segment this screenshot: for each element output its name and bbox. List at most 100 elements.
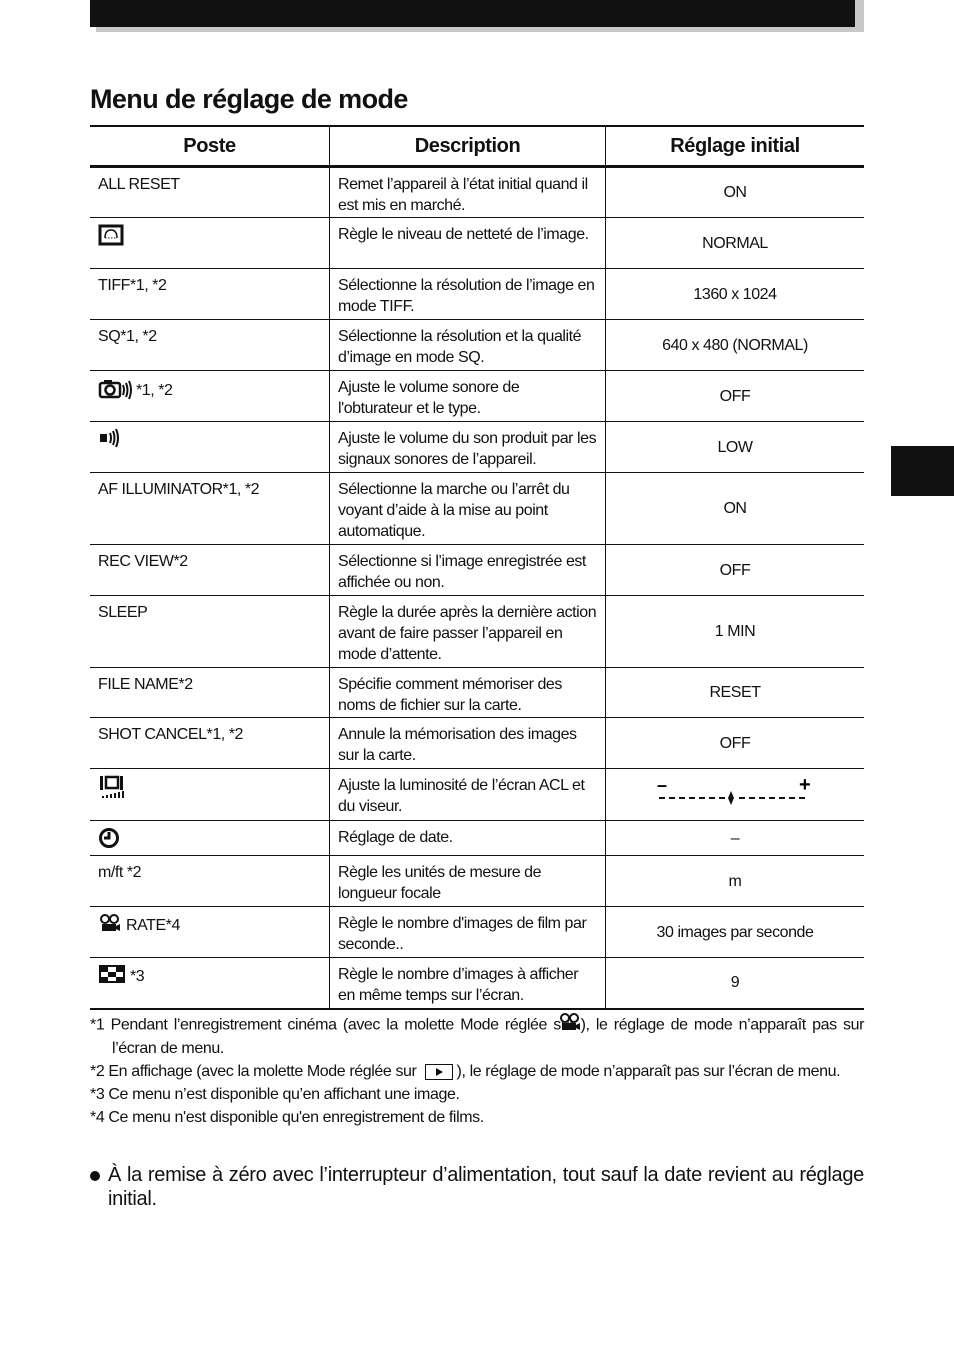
poste-label: AF ILLUMINATOR*1, *2 bbox=[98, 481, 260, 498]
table-row: ALL RESET Remet l’appareil à l’état initi… bbox=[90, 166, 864, 218]
slider-marker bbox=[728, 790, 734, 805]
movie-icon bbox=[98, 913, 122, 939]
bullet-icon bbox=[90, 1170, 100, 1181]
cell-initial: m bbox=[605, 855, 864, 907]
cell-initial: 1360 x 1024 bbox=[605, 268, 864, 320]
table-row: REC VIEW*2 Sélectionne si l’image enregis… bbox=[90, 544, 864, 596]
cell-poste: AF ILLUMINATOR*1, *2 bbox=[90, 472, 330, 545]
footnote-3: *3 Ce menu n’est disponible qu’en affich… bbox=[90, 1086, 460, 1103]
cell-poste bbox=[90, 820, 330, 856]
footnote-4: *4 Ce menu n'est disponible qu'en enregi… bbox=[90, 1109, 484, 1126]
cell-initial: – bbox=[605, 820, 864, 856]
poste-label: SHOT CANCEL*1, *2 bbox=[98, 726, 243, 743]
poste-label: FILE NAME*2 bbox=[98, 676, 193, 693]
table-row: m/ft *2 Règle les unités de mesure de lon… bbox=[90, 855, 864, 907]
cell-description: Sélectionne la résolution et la qualité … bbox=[329, 319, 606, 371]
table-row: SHOT CANCEL*1, *2 Annule la mémorisation … bbox=[90, 717, 864, 769]
cell-description: Règle le nombre d'images de film par sec… bbox=[329, 906, 606, 958]
cell-description: Sélectionne si l’image enregistrée est a… bbox=[329, 544, 606, 596]
slider-min-label: – bbox=[657, 777, 667, 795]
cell-poste: m/ft *2 bbox=[90, 855, 330, 907]
poste-label: TIFF*1, *2 bbox=[98, 277, 167, 294]
table-row: Règle le niveau de netteté de l’image. NO… bbox=[90, 217, 864, 269]
table-row: *1, *2 Ajuste le volume sonore de l'obtur… bbox=[90, 370, 864, 422]
table-row: SLEEP Règle la durée après la dernière ac… bbox=[90, 595, 864, 668]
cell-initial: 1 MIN bbox=[605, 595, 864, 668]
cell-initial: 9 bbox=[605, 957, 864, 1010]
index-display-icon bbox=[98, 964, 126, 990]
header-initial: Réglage initial bbox=[605, 125, 864, 168]
mode-settings-table: Poste Description Réglage initial ALL RE… bbox=[90, 125, 864, 1010]
cell-initial: OFF bbox=[605, 370, 864, 422]
table-row: Ajuste le volume du son produit par les … bbox=[90, 421, 864, 473]
page-title: Menu de réglage de mode bbox=[90, 84, 408, 114]
poste-label: REC VIEW*2 bbox=[98, 553, 188, 570]
cell-description: Sélectionne la résolution de l’image en … bbox=[329, 268, 606, 320]
reset-note: À la remise à zéro avec l’interrupteur d… bbox=[90, 1163, 864, 1211]
table-row: Réglage de date. – bbox=[90, 820, 864, 856]
poste-label: SQ*1, *2 bbox=[98, 328, 157, 345]
cell-initial: RESET bbox=[605, 667, 864, 718]
footnote-1: *1 Pendant l’enregistrement cinéma (avec… bbox=[90, 1013, 864, 1060]
poste-label: SLEEP bbox=[98, 604, 148, 621]
header-bar bbox=[90, 0, 855, 27]
cell-poste: SLEEP bbox=[90, 595, 330, 668]
cell-description: Ajuste le volume sonore de l'obturateur … bbox=[329, 370, 606, 422]
cell-description: Règle le niveau de netteté de l’image. bbox=[329, 217, 606, 269]
header-poste: Poste bbox=[90, 125, 330, 168]
clock-icon bbox=[98, 827, 122, 855]
cell-poste: SHOT CANCEL*1, *2 bbox=[90, 717, 330, 769]
cell-initial: 640 x 480 (NORMAL) bbox=[605, 319, 864, 371]
cell-description: Ajuste la luminosité de l’écran ACL et d… bbox=[329, 768, 606, 821]
cell-description: Ajuste le volume du son produit par les … bbox=[329, 421, 606, 473]
cell-poste bbox=[90, 768, 330, 821]
table-row: TIFF*1, *2 Sélectionne la résolution de l… bbox=[90, 268, 864, 320]
table-row: SQ*1, *2 Sélectionne la résolution et la … bbox=[90, 319, 864, 371]
cell-description: Spécifie comment mémoriser des noms de f… bbox=[329, 667, 606, 718]
table-row: FILE NAME*2 Spécifie comment mémoriser de… bbox=[90, 667, 864, 718]
cell-poste bbox=[90, 217, 330, 269]
cell-initial: LOW bbox=[605, 421, 864, 473]
header-description: Description bbox=[329, 125, 606, 168]
table-row: RATE*4 Règle le nombre d'images de film p… bbox=[90, 906, 864, 958]
cell-initial: OFF bbox=[605, 717, 864, 769]
cell-poste: ALL RESET bbox=[90, 166, 330, 218]
poste-label: ALL RESET bbox=[98, 176, 180, 193]
cell-poste: FILE NAME*2 bbox=[90, 667, 330, 718]
cell-poste: *1, *2 bbox=[90, 370, 330, 422]
cell-description: Règle le nombre d’images à afficher en m… bbox=[329, 957, 606, 1010]
cell-poste: SQ*1, *2 bbox=[90, 319, 330, 371]
cell-initial: ON bbox=[605, 472, 864, 545]
monitor-brightness-icon bbox=[98, 775, 124, 805]
poste-label: *1, *2 bbox=[136, 382, 173, 400]
footnote-2: *2 En affichage (avec la molette Mode ré… bbox=[90, 1063, 841, 1080]
cell-poste: RATE*4 bbox=[90, 906, 330, 958]
cell-description: Réglage de date. bbox=[329, 820, 606, 856]
brightness-slider: – + bbox=[657, 774, 811, 805]
beep-sound-icon bbox=[98, 428, 122, 454]
cell-initial: OFF bbox=[605, 544, 864, 596]
poste-label: *3 bbox=[130, 968, 145, 986]
cell-poste: REC VIEW*2 bbox=[90, 544, 330, 596]
cell-description: Règle la durée après la dernière action … bbox=[329, 595, 606, 668]
table-row: AF ILLUMINATOR*1, *2 Sélectionne la march… bbox=[90, 472, 864, 545]
cell-initial: NORMAL bbox=[605, 217, 864, 269]
cell-poste bbox=[90, 421, 330, 473]
sharpness-icon bbox=[98, 224, 124, 252]
cell-description: Règle les unités de mesure de longueur f… bbox=[329, 855, 606, 907]
play-icon bbox=[424, 1063, 453, 1080]
cell-poste: TIFF*1, *2 bbox=[90, 268, 330, 320]
footnotes: *1 Pendant l’enregistrement cinéma (avec… bbox=[90, 1013, 864, 1130]
poste-label: m/ft *2 bbox=[98, 864, 142, 881]
cell-description: Sélectionne la marche ou l’arrêt du voya… bbox=[329, 472, 606, 545]
table-row: Ajuste la luminosité de l’écran ACL et d… bbox=[90, 768, 864, 821]
table-row: *3 Règle le nombre d’images à afficher en… bbox=[90, 957, 864, 1010]
cell-poste: *3 bbox=[90, 957, 330, 1010]
cell-initial: – + bbox=[605, 768, 864, 821]
cell-initial: ON bbox=[605, 166, 864, 218]
shutter-sound-icon bbox=[98, 377, 132, 405]
slider-max-label: + bbox=[799, 777, 810, 796]
cell-description: Remet l’appareil à l’état initial quand … bbox=[329, 166, 606, 218]
cell-initial: 30 images par seconde bbox=[605, 906, 864, 958]
